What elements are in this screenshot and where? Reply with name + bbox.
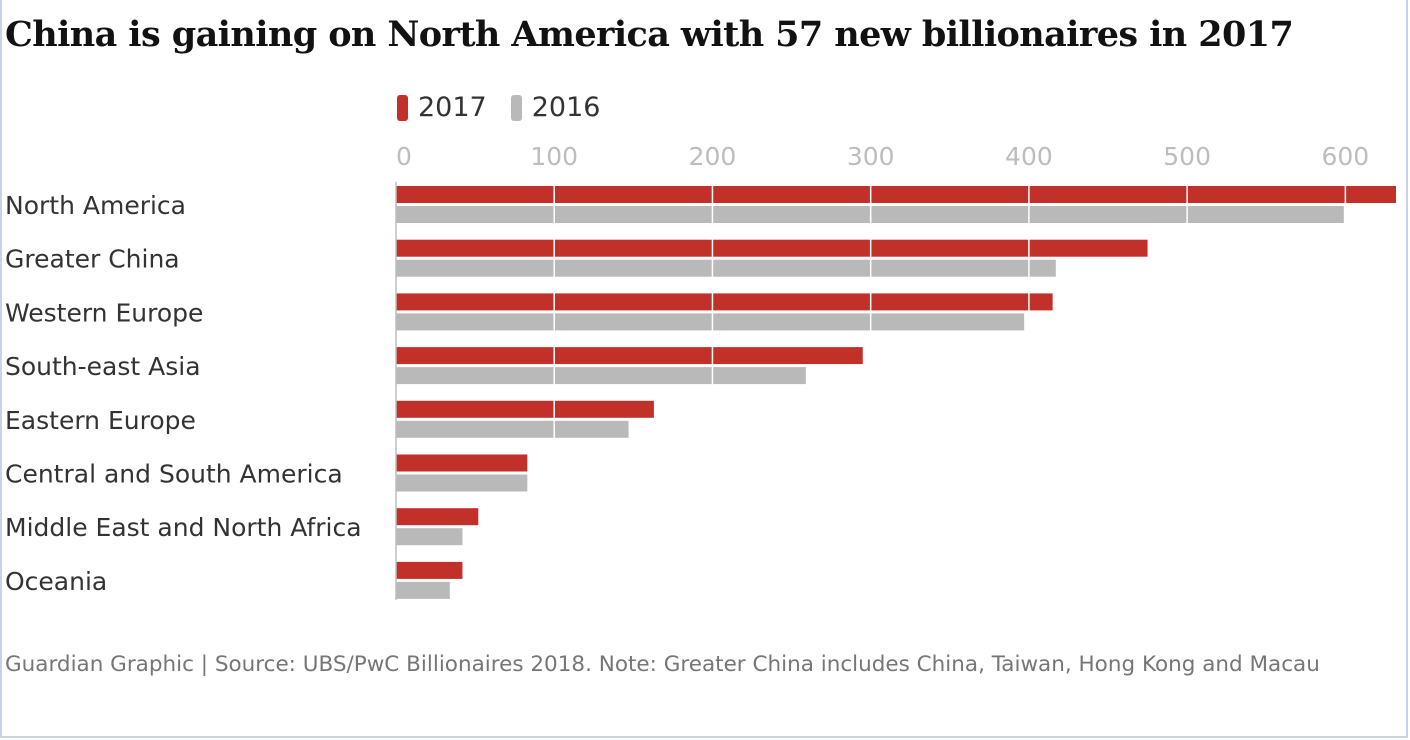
category-label: Oceania: [5, 567, 107, 596]
bar-2016-greater-china: [396, 259, 1056, 277]
bar-2017-north-america: [396, 186, 1396, 203]
source-note: Guardian Graphic | Source: UBS/PwC Billi…: [5, 652, 1320, 677]
category-label: Greater China: [5, 245, 180, 274]
x-tick-label-300: 300: [847, 142, 895, 171]
chart-title: China is gaining on North America with 5…: [5, 14, 1294, 55]
bar-2016-eastern-europe: [396, 420, 629, 438]
bar-2016-central-and-south-america: [396, 474, 528, 492]
legend-swatch-2017: [397, 94, 408, 121]
bar-2017-eastern-europe: [396, 400, 654, 418]
grid-layer: [395, 182, 1347, 600]
x-tick-label-200: 200: [689, 142, 737, 171]
category-label: Eastern Europe: [5, 406, 196, 435]
bar-2016-north-america: [396, 206, 1344, 223]
bar-2017-greater-china: [396, 239, 1148, 257]
bar-2016-middle-east-and-north-africa: [396, 528, 463, 546]
bar-2016-south-east-asia: [396, 367, 806, 385]
bar-2017-oceania: [396, 561, 463, 579]
category-label: South-east Asia: [5, 352, 201, 381]
x-tick-label-100: 100: [530, 142, 578, 171]
legend-item-2016: 2016: [510, 92, 601, 123]
x-tick-label-400: 400: [1005, 142, 1053, 171]
bar-2017-western-europe: [396, 293, 1053, 311]
category-label: Central and South America: [5, 460, 343, 489]
legend-item-2017: 2017: [397, 92, 487, 123]
bars-layer: [396, 186, 1396, 599]
legend: 2017 2016: [397, 92, 624, 123]
category-label: Western Europe: [5, 298, 203, 327]
bar-2017-central-and-south-america: [396, 454, 528, 472]
x-axis-ticks: 0 100 200 300 400 500 600: [396, 142, 1369, 171]
category-label: Middle East and North Africa: [5, 513, 362, 542]
bar-2016-western-europe: [396, 313, 1025, 331]
bar-2016-oceania: [396, 581, 450, 599]
legend-swatch-2016: [510, 94, 522, 121]
legend-label-2016: 2016: [531, 92, 601, 123]
bar-2017-south-east-asia: [396, 347, 863, 365]
bar-2017-middle-east-and-north-africa: [396, 508, 479, 526]
category-label: North America: [5, 191, 186, 220]
x-tick-label-0: 0: [396, 142, 412, 171]
x-tick-label-600: 600: [1322, 142, 1370, 171]
x-tick-label-500: 500: [1163, 142, 1211, 171]
category-labels: North America Greater China Western Europe…: [5, 191, 362, 596]
legend-label-2017: 2017: [418, 92, 487, 123]
bar-chart: 0 100 200 300 400 500 600 North America Greater…: [5, 142, 1396, 600]
